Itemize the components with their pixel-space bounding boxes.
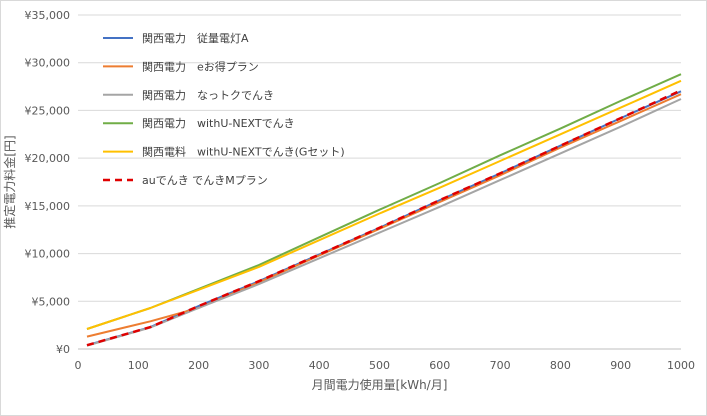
series-line-4 bbox=[86, 73, 682, 330]
y-tick-label: ¥10,000 bbox=[25, 248, 71, 261]
x-tick-label: 400 bbox=[309, 359, 330, 372]
y-axis-title: 推定電力料金[円] bbox=[2, 135, 17, 228]
x-tick-label: 300 bbox=[248, 359, 269, 372]
x-tick-label: 500 bbox=[369, 359, 390, 372]
x-tick-label: 200 bbox=[188, 359, 209, 372]
series-line-3 bbox=[86, 98, 682, 347]
series-group bbox=[86, 73, 682, 347]
axes: ¥0 ¥5,000 ¥10,000 ¥15,000 ¥20,000 ¥25,000 ¥30,… bbox=[25, 9, 696, 372]
x-tick-label: 800 bbox=[550, 359, 571, 372]
x-tick-label: 600 bbox=[429, 359, 450, 372]
series-line-6 bbox=[86, 89, 682, 347]
legend-label: 関西電力 eお得プラン bbox=[142, 60, 259, 73]
legend-label: 関西電力 従量電灯A bbox=[142, 32, 249, 45]
y-tick-label: ¥30,000 bbox=[25, 57, 71, 70]
y-tick-label: ¥5,000 bbox=[32, 295, 71, 308]
x-tick-label: 100 bbox=[128, 359, 149, 372]
series-line-5 bbox=[86, 79, 682, 330]
x-tick-label: 0 bbox=[75, 359, 82, 372]
y-tick-label: ¥15,000 bbox=[25, 200, 71, 213]
legend-label: 関西電料 withU-NEXTでんき(Gセット) bbox=[142, 145, 345, 159]
y-tick-label: ¥25,000 bbox=[25, 104, 71, 117]
gridlines bbox=[78, 14, 681, 350]
y-tick-label: ¥35,000 bbox=[25, 9, 71, 22]
x-tick-label: 700 bbox=[490, 359, 511, 372]
legend-label: auでんき でんきMプラン bbox=[142, 174, 268, 187]
x-tick-label: 1000 bbox=[667, 359, 695, 372]
y-tick-label: ¥20,000 bbox=[25, 152, 71, 165]
x-axis-title: 月間電力使用量[kWh/月] bbox=[312, 377, 448, 392]
legend-label: 関西電力 なっトクでんき bbox=[142, 89, 274, 102]
x-tick-label: 900 bbox=[610, 359, 631, 372]
legend-label: 関西電力 withU-NEXTでんき bbox=[142, 117, 295, 130]
y-tick-label: ¥0 bbox=[56, 343, 70, 356]
